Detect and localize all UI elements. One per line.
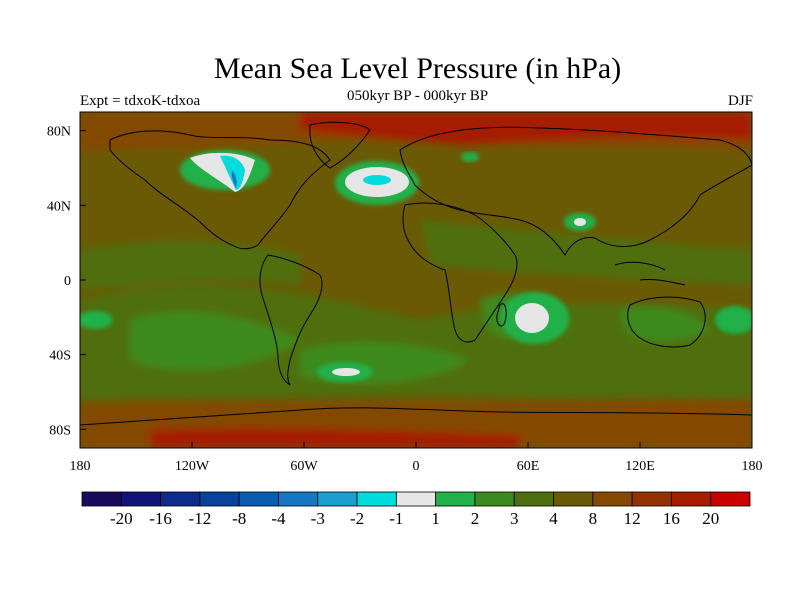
x-tick-label: 180 <box>70 459 91 474</box>
colorbar-label: 4 <box>549 509 558 528</box>
chart-subtitle: 050kyr BP - 000kyr BP <box>346 88 489 104</box>
eurasia-outline <box>399 126 752 256</box>
experiment-label: Expt = tdxoK-tdxoa <box>80 93 201 109</box>
south-america-outline <box>259 254 323 386</box>
colorbar-label: -1 <box>389 509 403 528</box>
chart-title: Mean Sea Level Pressure (in hPa) <box>213 52 622 85</box>
colorbar-swatch <box>317 491 358 507</box>
colorbar-swatch <box>710 491 751 507</box>
colorbar-swatch <box>278 491 319 507</box>
season-label: DJF <box>727 93 753 109</box>
x-tick-label: 120E <box>625 459 655 474</box>
x-tick-label: 0 <box>413 459 420 474</box>
southern-green-band <box>80 220 752 400</box>
north-america-outline <box>109 130 331 250</box>
colorbar: -20 -16 -12 -8 -4 -3 -2 -1 1 2 3 4 8 12 16 20 <box>81 491 751 528</box>
map-field <box>80 112 752 448</box>
colorbar-label: -3 <box>311 509 325 528</box>
y-axis: 80N 40N 0 40S 80S <box>47 125 86 438</box>
y-tick-label: 80N <box>47 125 71 140</box>
colorbar-swatch <box>671 491 712 507</box>
colorbar-label: 8 <box>589 509 598 528</box>
colorbar-label: -16 <box>149 509 172 528</box>
colorbar-swatch <box>513 491 554 507</box>
indonesia-outline <box>614 261 686 286</box>
colorbar-label: 2 <box>471 509 480 528</box>
x-tick-label: 180 <box>742 459 763 474</box>
africa-outline <box>402 202 518 343</box>
x-axis: 180 120W 60W 0 60E 120E 180 <box>70 442 763 474</box>
greenland-outline <box>309 121 371 169</box>
y-tick-label: 0 <box>64 274 71 289</box>
colorbar-label: -12 <box>189 509 212 528</box>
colorbar-swatch <box>435 491 476 507</box>
y-tick-label: 80S <box>49 423 71 438</box>
colorbar-label: -2 <box>350 509 364 528</box>
colorbar-swatch <box>356 491 397 507</box>
colorbar-swatch <box>160 491 201 507</box>
colorbar-label: 20 <box>702 509 719 528</box>
colorbar-swatch <box>474 491 515 507</box>
colorbar-label: 1 <box>431 509 440 528</box>
colorbar-swatch <box>81 491 122 507</box>
colorbar-label: -4 <box>271 509 286 528</box>
anomaly-blobs <box>80 150 752 382</box>
colorbar-swatch <box>199 491 240 507</box>
y-tick-label: 40N <box>47 199 71 214</box>
coastlines <box>80 121 752 426</box>
colorbar-label: -8 <box>232 509 246 528</box>
australia-outline <box>627 296 706 348</box>
colorbar-label: 3 <box>510 509 519 528</box>
colorbar-swatch <box>238 491 279 507</box>
x-tick-label: 60W <box>290 459 318 474</box>
colorbar-swatch <box>592 491 633 507</box>
colorbar-swatch <box>395 491 437 507</box>
antarctica-outline <box>80 407 752 426</box>
colorbar-swatch <box>120 491 161 507</box>
y-tick-label: 40S <box>49 349 71 364</box>
colorbar-label: -20 <box>110 509 133 528</box>
colorbar-label: 16 <box>663 509 680 528</box>
x-tick-label: 120W <box>175 459 210 474</box>
colorbar-label: 12 <box>624 509 641 528</box>
madagascar-outline <box>496 303 507 327</box>
polar-bands <box>80 112 752 448</box>
x-tick-label: 60E <box>517 459 540 474</box>
colorbar-swatch <box>553 491 594 507</box>
colorbar-swatch <box>631 491 672 507</box>
